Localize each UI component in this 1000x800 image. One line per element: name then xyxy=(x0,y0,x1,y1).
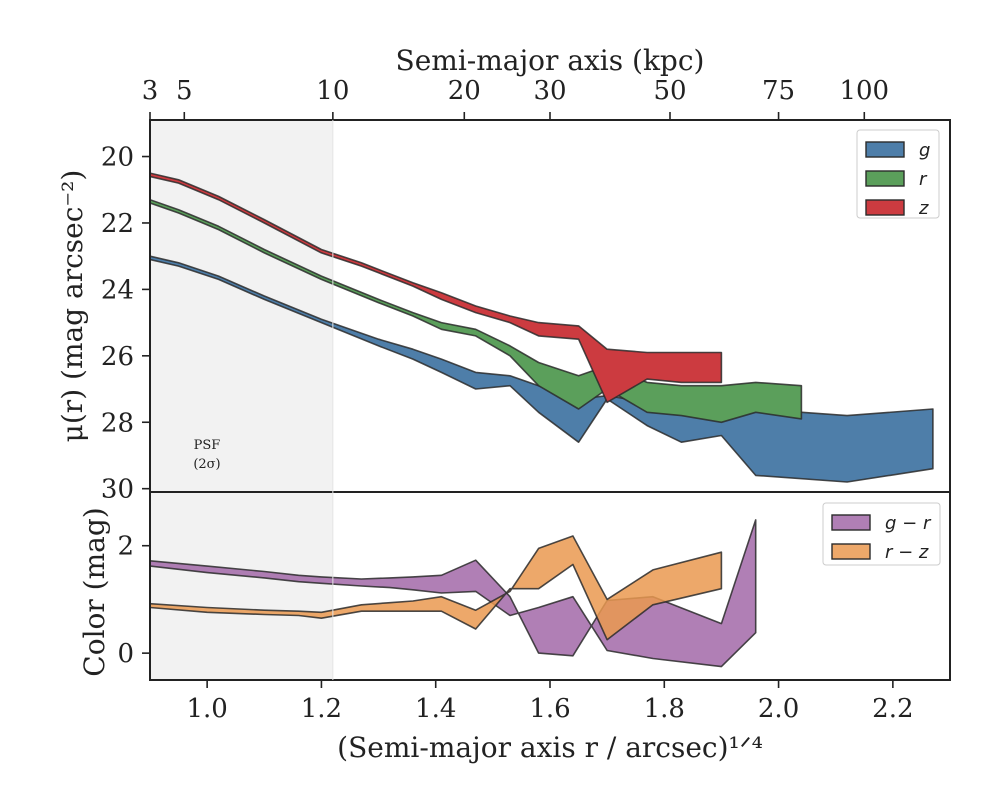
x-tick-label: 1.8 xyxy=(644,694,685,724)
psf-shaded-region xyxy=(150,120,333,680)
psf-label-line2: (2σ) xyxy=(193,457,220,472)
legend-label: r xyxy=(919,169,928,190)
y-tick-label-top: 30 xyxy=(101,475,134,505)
legend-label: g − r xyxy=(885,513,932,534)
y-axis-title-bottom: Color (mag) xyxy=(78,507,111,676)
y-tick-label-top: 22 xyxy=(101,209,134,239)
band-rz xyxy=(150,535,723,641)
y-tick-label-bottom: 0 xyxy=(117,639,134,669)
top-x-tick-label: 10 xyxy=(316,76,349,106)
y-axis-title-top: μ(r) (mag arcsec⁻²) xyxy=(56,170,89,443)
top-axis-title: Semi-major axis (kpc) xyxy=(396,44,705,77)
psf-label-line1: PSF xyxy=(194,438,221,453)
top-x-tick-label: 20 xyxy=(448,76,481,106)
top-x-tick-label: 30 xyxy=(533,76,566,106)
legend-label: z xyxy=(918,198,929,219)
axis-ticks: 1.0 1.2 1.4 1.6 1.8 2.0 2.23 5 10 20 30 50 75 1002022… xyxy=(101,76,914,724)
band-g xyxy=(150,255,934,483)
y-tick-label-top: 28 xyxy=(101,408,134,438)
y-tick-label-top: 20 xyxy=(101,143,134,173)
band-z xyxy=(150,172,723,404)
x-tick-label: 1.0 xyxy=(186,694,227,724)
y-tick-label-top: 26 xyxy=(101,342,134,372)
x-tick-label: 2.0 xyxy=(758,694,799,724)
x-tick-label: 1.2 xyxy=(301,694,342,724)
band-r xyxy=(150,198,803,424)
legend-swatch xyxy=(865,170,905,187)
y-tick-label-bottom: 2 xyxy=(117,532,134,562)
top-x-tick-label: 50 xyxy=(653,76,686,106)
legend-swatch xyxy=(865,199,905,216)
legend-label: r − z xyxy=(885,542,929,563)
legend-swatch xyxy=(865,141,905,158)
x-tick-label: 1.6 xyxy=(529,694,570,724)
y-tick-label-top: 24 xyxy=(101,275,134,305)
legend-top: grz xyxy=(856,129,940,219)
top-x-tick-label: 5 xyxy=(176,76,193,106)
top-x-tick-label: 3 xyxy=(142,76,159,106)
legend-label: g xyxy=(919,140,930,161)
surface-brightness-bands xyxy=(150,172,934,483)
x-tick-label: 2.2 xyxy=(872,694,913,724)
x-axis-title: (Semi-major axis r / arcsec)¹ᐟ⁴ xyxy=(337,731,763,764)
legend-swatch xyxy=(831,543,871,560)
top-x-tick-label: 100 xyxy=(839,76,889,106)
legend-swatch xyxy=(831,514,871,531)
x-tick-label: 1.4 xyxy=(415,694,456,724)
color-bands xyxy=(150,519,757,668)
top-x-tick-label: 75 xyxy=(762,76,795,106)
legend-bottom: g − r r − z xyxy=(822,502,941,566)
